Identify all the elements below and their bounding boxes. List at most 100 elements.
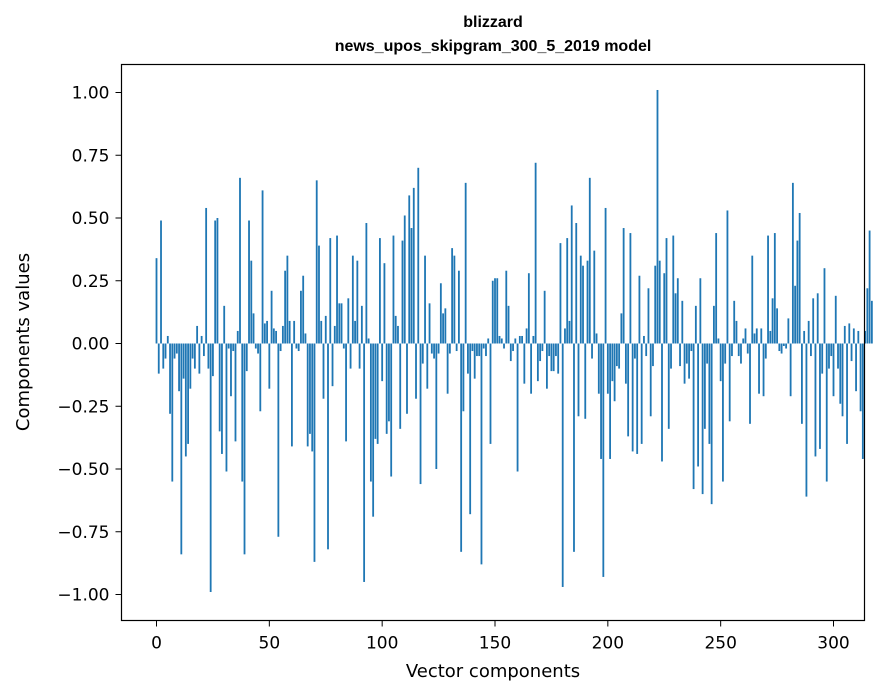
bar: [575, 223, 578, 344]
bar: [360, 305, 363, 344]
bar: [245, 343, 248, 372]
bars-group: [155, 89, 873, 592]
y-axis-label: Components values: [13, 253, 34, 431]
bar: [257, 343, 259, 354]
bar: [281, 325, 284, 344]
bar: [591, 343, 593, 359]
bar: [340, 303, 343, 344]
bar: [516, 343, 519, 472]
bar: [433, 343, 435, 359]
x-tick-label: 150: [479, 634, 511, 654]
bar: [798, 212, 801, 344]
bar: [234, 343, 237, 442]
bar: [453, 255, 456, 344]
bar: [523, 343, 526, 384]
bar: [688, 343, 690, 379]
bar: [597, 343, 600, 394]
bar: [767, 235, 769, 344]
x-tick-label: 250: [704, 634, 736, 654]
bar: [221, 343, 223, 454]
bar: [218, 343, 221, 432]
bar: [487, 338, 490, 344]
bar: [561, 343, 564, 587]
bar: [187, 343, 189, 444]
bar: [636, 343, 639, 454]
bar: [505, 270, 508, 344]
bar: [410, 228, 413, 344]
bar: [595, 333, 598, 344]
bar: [762, 343, 765, 397]
bar: [214, 220, 217, 344]
bar: [604, 207, 607, 344]
bar: [338, 303, 341, 344]
bar: [555, 343, 557, 357]
bar: [681, 300, 684, 344]
bar: [261, 190, 264, 344]
bar: [521, 335, 523, 344]
bar: [381, 343, 384, 382]
x-tick-label: 50: [259, 634, 281, 654]
bar: [665, 238, 668, 344]
y-tick-label: 1.00: [72, 84, 110, 104]
bar: [753, 333, 756, 344]
bar: [471, 343, 474, 352]
bar: [365, 223, 368, 344]
bar: [394, 315, 397, 344]
bar: [656, 89, 659, 344]
bar: [697, 343, 700, 467]
bar: [496, 278, 499, 344]
bar: [670, 343, 672, 369]
bar: [823, 268, 826, 344]
bar: [284, 270, 287, 344]
bar: [830, 343, 833, 357]
bar: [672, 235, 675, 344]
bar: [225, 343, 228, 472]
bar: [327, 343, 329, 550]
bar: [846, 343, 848, 444]
bar: [758, 343, 760, 394]
bar: [694, 305, 697, 344]
bar: [552, 343, 555, 372]
bar: [661, 343, 663, 462]
bar: [309, 343, 311, 434]
bar: [870, 300, 873, 344]
bar: [776, 308, 778, 344]
bar: [573, 343, 575, 552]
bar: [306, 343, 309, 447]
bar: [198, 343, 201, 374]
bar: [843, 325, 846, 344]
bar: [248, 220, 250, 344]
bar: [789, 343, 792, 397]
bar: [663, 273, 666, 344]
bar: [444, 308, 447, 344]
bar: [717, 338, 720, 344]
bar: [532, 335, 535, 344]
bar: [478, 343, 481, 357]
bar: [473, 343, 476, 379]
x-tick-label: 100: [366, 634, 398, 654]
bar: [200, 335, 203, 344]
bar: [408, 195, 411, 344]
x-axis-label: Vector components: [406, 661, 580, 682]
x-tick-label: 0: [151, 634, 162, 654]
bar: [406, 343, 408, 414]
bar: [805, 343, 808, 497]
bar: [439, 283, 442, 344]
bar: [780, 343, 783, 354]
bar: [173, 343, 176, 359]
bar: [189, 343, 192, 389]
bar: [541, 343, 544, 352]
bar: [624, 343, 627, 384]
bar: [482, 343, 485, 349]
bar: [331, 343, 334, 387]
bar: [286, 255, 289, 344]
bar: [252, 313, 255, 344]
bar: [676, 278, 679, 344]
bar: [354, 320, 356, 344]
bar: [728, 343, 731, 422]
bar: [859, 343, 862, 412]
plot-frame: [120, 63, 866, 622]
bar: [654, 265, 657, 344]
bar: [722, 343, 724, 482]
bar: [426, 343, 429, 389]
